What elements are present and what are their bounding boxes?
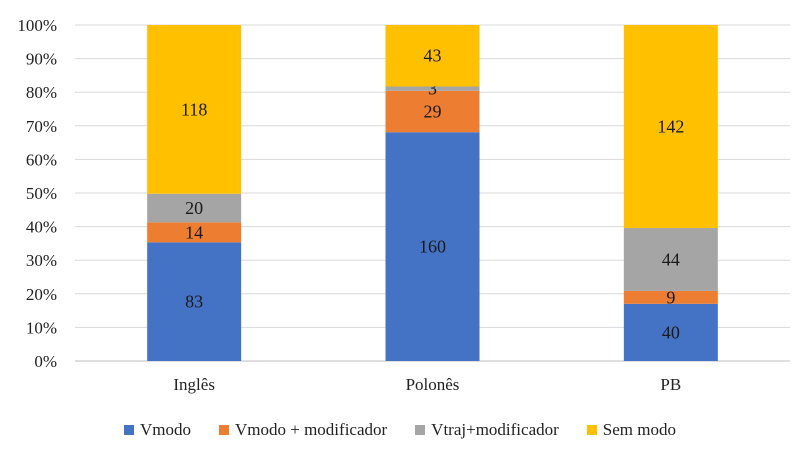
y-tick-label: 60% <box>26 150 57 169</box>
y-tick-label: 80% <box>26 83 57 102</box>
data-label: 3 <box>428 79 437 99</box>
legend-item: Vmodo + modificador <box>219 420 387 440</box>
x-tick-label: PB <box>660 375 681 394</box>
bar-segment <box>385 132 480 361</box>
data-label: 20 <box>185 198 203 218</box>
bar-segment <box>147 25 242 194</box>
legend-item: Vmodo <box>124 420 191 440</box>
y-tick-label: 40% <box>26 218 57 237</box>
data-label: 43 <box>424 46 442 66</box>
data-label: 14 <box>185 222 203 242</box>
y-tick-label: 10% <box>26 318 57 337</box>
legend-label: Sem modo <box>602 420 676 439</box>
legend-label: Vmodo + modificador <box>235 420 388 439</box>
data-label: 9 <box>666 287 675 307</box>
bars: 83 14 20 118 160 29 3 43 40 9 44 142 <box>147 25 718 361</box>
y-tick-label: 20% <box>26 285 57 304</box>
x-axis: Inglês Polonês PB <box>173 375 681 394</box>
data-label: 160 <box>419 237 446 257</box>
legend-swatch <box>415 425 426 435</box>
x-tick-label: Inglês <box>173 375 215 394</box>
legend-label: Vtraj+modificador <box>431 420 559 439</box>
y-axis: 0% 10% 20% 30% 40% 50% 60% 70% 80% 90% 100% <box>17 16 57 371</box>
bar-segment <box>385 86 480 91</box>
data-label: 40 <box>662 322 680 342</box>
y-tick-label: 90% <box>26 50 57 69</box>
y-tick-label: 30% <box>26 251 57 270</box>
bar-segment <box>623 303 718 361</box>
data-label: 118 <box>181 99 207 119</box>
data-label: 44 <box>662 249 680 269</box>
bar-segment <box>385 25 480 87</box>
y-tick-label: 100% <box>17 16 57 35</box>
legend-swatch <box>124 425 134 435</box>
data-label: 29 <box>424 102 442 122</box>
legend-item: Vtraj+modificador <box>415 420 559 440</box>
bar-segment <box>623 290 718 304</box>
legend-swatch <box>219 425 229 435</box>
x-tick-label: Polonês <box>406 375 460 394</box>
data-label: 83 <box>185 292 203 312</box>
y-tick-label: 50% <box>26 184 57 203</box>
y-tick-label: 0% <box>34 352 57 371</box>
legend-item: Sem modo <box>586 420 676 440</box>
legend-swatch <box>586 425 597 435</box>
bar-segment <box>385 90 480 133</box>
legend-label: Vmodo <box>140 420 191 439</box>
data-label: 142 <box>657 117 684 137</box>
bar-segment <box>147 193 242 223</box>
y-tick-label: 70% <box>26 117 57 136</box>
bar-segment <box>147 222 242 243</box>
bar-segment <box>623 228 718 291</box>
legend: Vmodo Vmodo + modificador Vtraj+modificado… <box>0 417 800 443</box>
bar-segment <box>623 25 718 229</box>
bar-segment <box>147 242 242 361</box>
